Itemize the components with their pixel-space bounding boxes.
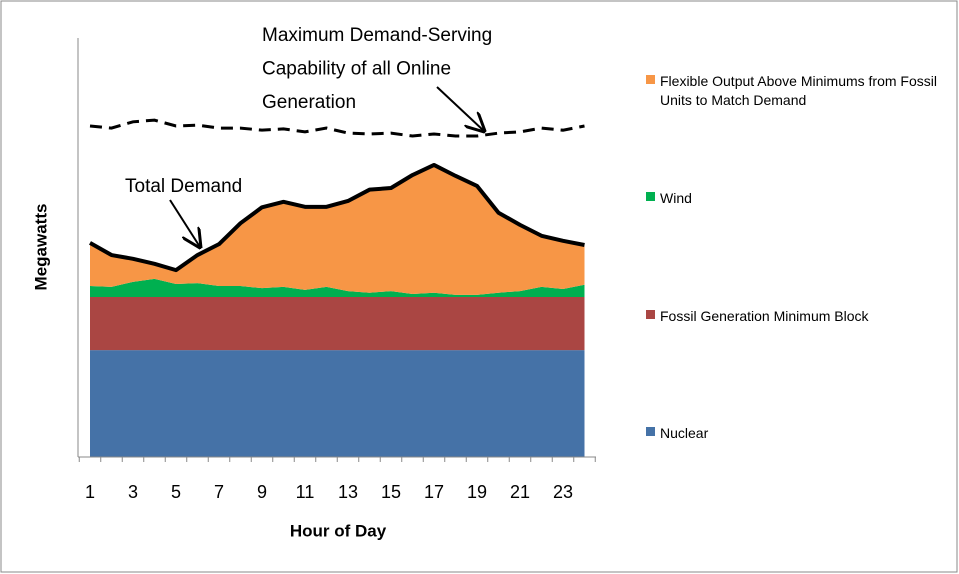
x-tick-label: 3 bbox=[128, 482, 138, 502]
x-tick-label: 5 bbox=[171, 482, 181, 502]
x-tick-label: 13 bbox=[338, 482, 358, 502]
total-line bbox=[89, 162, 585, 273]
legend-label: Wind bbox=[660, 190, 692, 206]
x-tick-label: 21 bbox=[510, 482, 530, 502]
x-tick-label: 17 bbox=[424, 482, 444, 502]
legend-label: Nuclear bbox=[660, 425, 709, 441]
annotation: Generation bbox=[262, 92, 356, 113]
legend-label: Fossil Generation Minimum Block bbox=[660, 308, 869, 324]
area bbox=[90, 164, 585, 295]
legend-swatch bbox=[646, 310, 655, 319]
capability-line bbox=[89, 118, 585, 138]
y-axis-label: Megawatts bbox=[31, 204, 50, 291]
legend-swatch bbox=[646, 75, 655, 84]
annotation: Capability of all Online bbox=[262, 59, 451, 80]
annotation-arrow bbox=[436, 86, 484, 131]
plot bbox=[89, 118, 585, 457]
area bbox=[90, 296, 585, 351]
annotation: Total Demand bbox=[125, 176, 242, 197]
x-tick-label: 1 bbox=[85, 482, 95, 502]
legend-label: Flexible Output Above Minimums from Foss… bbox=[660, 73, 937, 108]
area bbox=[90, 278, 585, 297]
legend-swatch bbox=[646, 192, 655, 201]
x-tick-label: 15 bbox=[381, 482, 401, 502]
legend-swatch bbox=[646, 427, 655, 436]
x-tick-label: 11 bbox=[296, 482, 315, 502]
x-tick-label: 9 bbox=[257, 482, 267, 502]
x-axis-label: Hour of Day bbox=[290, 521, 387, 540]
annotation: Maximum Demand-Serving bbox=[262, 25, 492, 46]
x-tick-label: 7 bbox=[214, 482, 224, 502]
area bbox=[90, 350, 585, 457]
x-tick-label: 23 bbox=[553, 482, 573, 502]
annotation-arrow bbox=[169, 199, 200, 247]
x-tick-label: 19 bbox=[467, 482, 487, 502]
